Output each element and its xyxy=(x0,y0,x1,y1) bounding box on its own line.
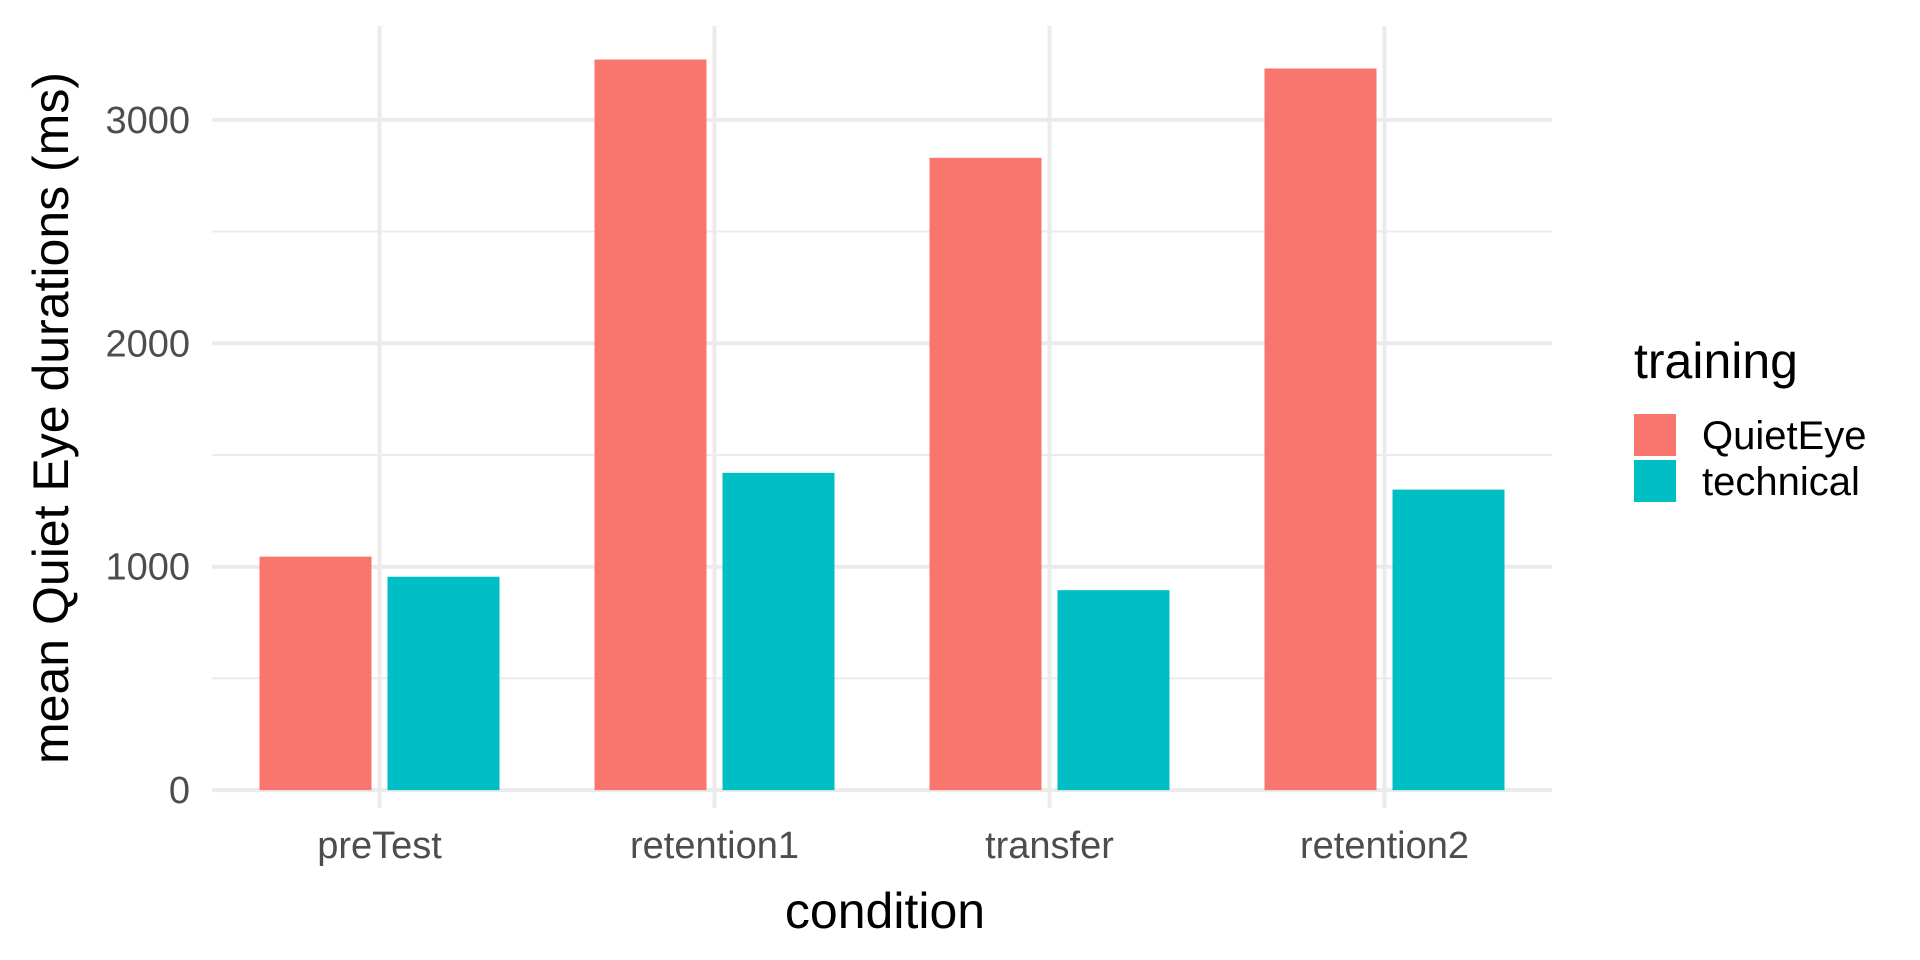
y-tick-label: 0 xyxy=(169,770,190,812)
bar-technical-retention2 xyxy=(1392,489,1505,791)
legend-label-quieteye: QuietEye xyxy=(1702,414,1867,458)
x-axis-ticks: preTest retention1 transfer retention2 xyxy=(317,825,1469,867)
y-tick-label: 1000 xyxy=(105,547,190,589)
x-tick-label: retention1 xyxy=(630,825,799,867)
legend-key-technical xyxy=(1634,460,1676,502)
grid-lines xyxy=(212,26,1552,808)
bar-quieteye-pretest xyxy=(259,556,372,791)
legend-key-quieteye xyxy=(1634,414,1676,456)
x-axis-title: condition xyxy=(785,883,985,939)
legend-label-technical: technical xyxy=(1702,460,1860,504)
y-tick-label: 2000 xyxy=(105,323,190,365)
bar-technical-pretest xyxy=(387,576,500,791)
legend-title: training xyxy=(1634,333,1798,389)
bar-quieteye-retention2 xyxy=(1264,68,1377,791)
bar-quieteye-retention1 xyxy=(594,59,707,791)
bar-quieteye-transfer xyxy=(929,157,1042,791)
x-tick-label: preTest xyxy=(317,825,442,867)
bar-technical-retention1 xyxy=(722,472,835,791)
x-tick-label: retention2 xyxy=(1300,825,1469,867)
bar-technical-transfer xyxy=(1057,590,1170,791)
y-axis-ticks: 0 1000 2000 3000 xyxy=(105,100,190,812)
x-tick-label: transfer xyxy=(985,825,1114,867)
y-tick-label: 3000 xyxy=(105,100,190,142)
y-axis-title: mean Quiet Eye durations (ms) xyxy=(23,72,79,764)
bars xyxy=(259,59,1505,791)
